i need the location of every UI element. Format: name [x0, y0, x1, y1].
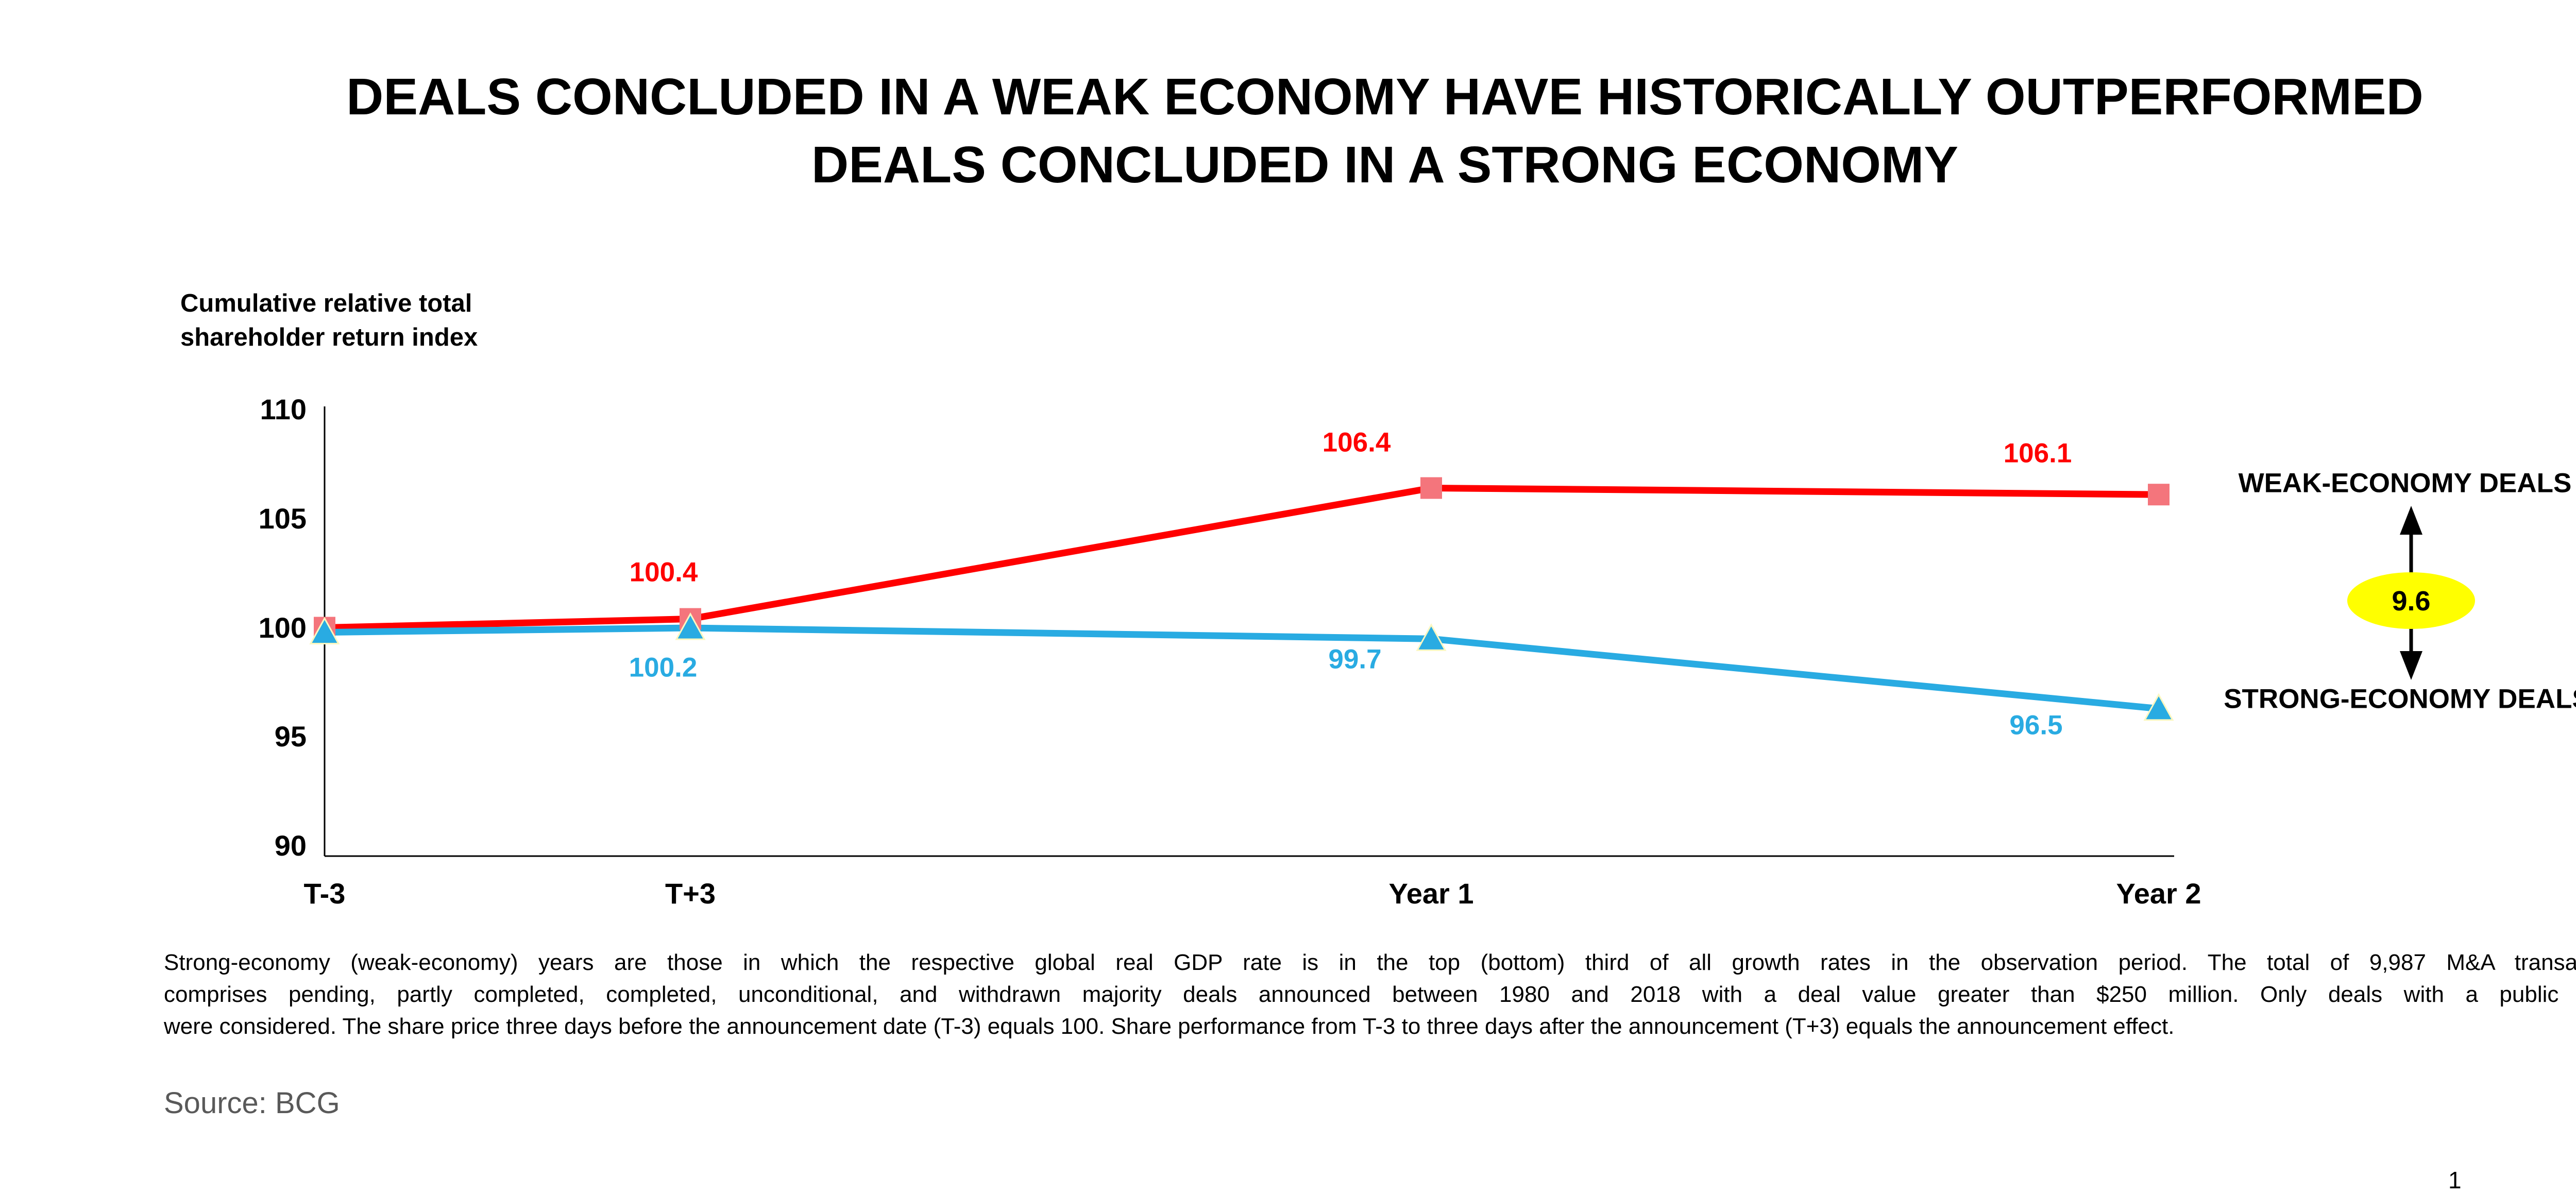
gap-ellipse: [2347, 572, 2475, 629]
weak-point-marker: [2148, 484, 2170, 506]
slide-title: DEALS CONCLUDED IN A WEAK ECONOMY HAVE H…: [0, 63, 2576, 199]
strong-point-label: 96.5: [2009, 710, 2063, 741]
y-axis-title-line2: shareholder return index: [180, 323, 478, 351]
footnote: Strong-economy (weak-economy) years are …: [164, 947, 2576, 1043]
y-tick-label: 90: [274, 829, 307, 862]
source-note: Source: BCG: [164, 1086, 340, 1120]
page-number: 1: [2448, 1167, 2462, 1193]
x-tick-label: Year 2: [2116, 877, 2201, 910]
strong-point-label: 99.7: [1328, 644, 1382, 675]
gap-arrow-head-down-icon: [2400, 651, 2422, 680]
weak-point-label: 100.4: [629, 557, 698, 588]
x-tick-label: T-3: [303, 877, 346, 910]
strong-point-marker: [675, 612, 706, 640]
y-tick-label: 95: [274, 720, 307, 753]
weak-series-label: WEAK-ECONOMY DEALS: [2238, 468, 2572, 499]
y-axis-title: Cumulative relative total shareholder re…: [180, 286, 478, 354]
strong-point-marker: [1416, 623, 1447, 651]
y-axis-title-line1: Cumulative relative total: [180, 289, 472, 317]
strong-point-marker: [309, 617, 340, 644]
footnote-line1: Strong-economy (weak-economy) years are …: [164, 950, 2576, 975]
strong-point-marker: [2143, 693, 2174, 721]
strong-series-label: STRONG-ECONOMY DEALS: [2224, 684, 2576, 714]
strong-point-label: 100.2: [629, 652, 698, 683]
y-tick-label: 105: [258, 502, 307, 535]
slide-title-line2: DEALS CONCLUDED IN A STRONG ECONOMY: [811, 136, 1958, 194]
y-tick-label: 110: [260, 393, 307, 425]
x-tick-label: T+3: [665, 877, 716, 910]
footnote-line3: were considered. The share price three d…: [164, 1014, 2175, 1039]
gap-value-label: 9.6: [2392, 586, 2431, 617]
footnote-line2: comprises pending, partly completed, com…: [164, 982, 2576, 1007]
y-tick-label: 100: [258, 611, 307, 644]
series-line-strong: [324, 624, 2159, 712]
weak-point-marker: [1420, 477, 1442, 499]
x-tick-label: Year 1: [1388, 877, 1474, 910]
gap-arrow-head-up-icon: [2400, 506, 2422, 535]
weak-point-label: 106.4: [1322, 427, 1391, 458]
slide-title-line1: DEALS CONCLUDED IN A WEAK ECONOMY HAVE H…: [346, 68, 2424, 126]
weak-point-label: 106.1: [2003, 438, 2072, 469]
series-line-weak: [324, 484, 2159, 631]
